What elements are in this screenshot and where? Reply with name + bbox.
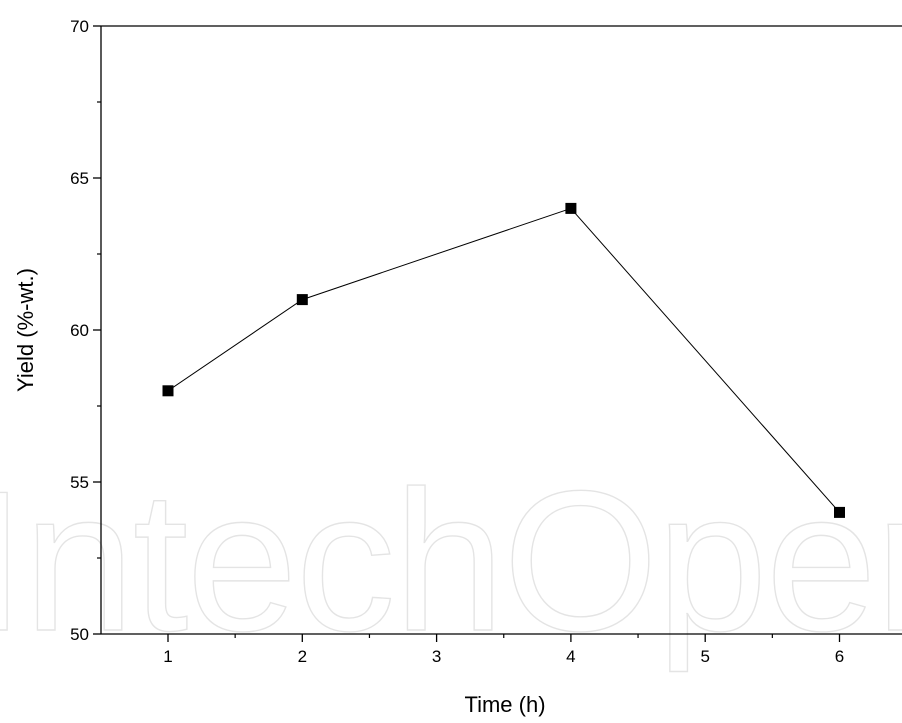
data-point bbox=[296, 294, 308, 306]
x-tick-label: 3 bbox=[432, 647, 441, 666]
x-axis-title: Time (h) bbox=[464, 692, 545, 717]
x-tick-label: 4 bbox=[566, 647, 575, 666]
y-tick-label: 55 bbox=[70, 473, 89, 492]
x-tick-label: 5 bbox=[700, 647, 709, 666]
y-tick-label: 65 bbox=[70, 169, 89, 188]
x-tick-label: 1 bbox=[163, 647, 172, 666]
x-tick-label: 6 bbox=[835, 647, 844, 666]
watermark-logo: IntechOpen bbox=[0, 450, 902, 673]
y-axis-title: Yield (%-wt.) bbox=[13, 268, 38, 392]
y-tick-label: 70 bbox=[70, 17, 89, 36]
data-point bbox=[834, 506, 845, 518]
x-tick-label: 2 bbox=[298, 647, 307, 666]
x-ticks: 1 2 3 4 5 6 bbox=[163, 634, 844, 666]
y-tick-label: 60 bbox=[70, 321, 89, 340]
series bbox=[162, 202, 845, 518]
y-tick-label: 50 bbox=[70, 625, 89, 644]
series-line bbox=[167, 207, 840, 513]
data-point bbox=[162, 385, 174, 397]
y-ticks: 50 55 60 65 70 bbox=[70, 17, 101, 644]
data-point bbox=[565, 202, 577, 214]
